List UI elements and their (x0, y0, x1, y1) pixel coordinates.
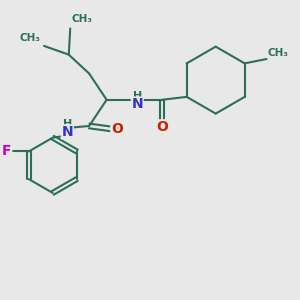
Text: CH₃: CH₃ (72, 14, 93, 24)
Text: O: O (156, 120, 168, 134)
Text: N: N (131, 97, 143, 111)
Text: O: O (111, 122, 123, 136)
Text: H: H (133, 91, 142, 101)
Text: F: F (2, 145, 12, 158)
Text: CH₃: CH₃ (20, 33, 40, 43)
Text: N: N (61, 125, 73, 139)
Text: H: H (63, 119, 72, 129)
Text: CH₃: CH₃ (268, 48, 289, 58)
